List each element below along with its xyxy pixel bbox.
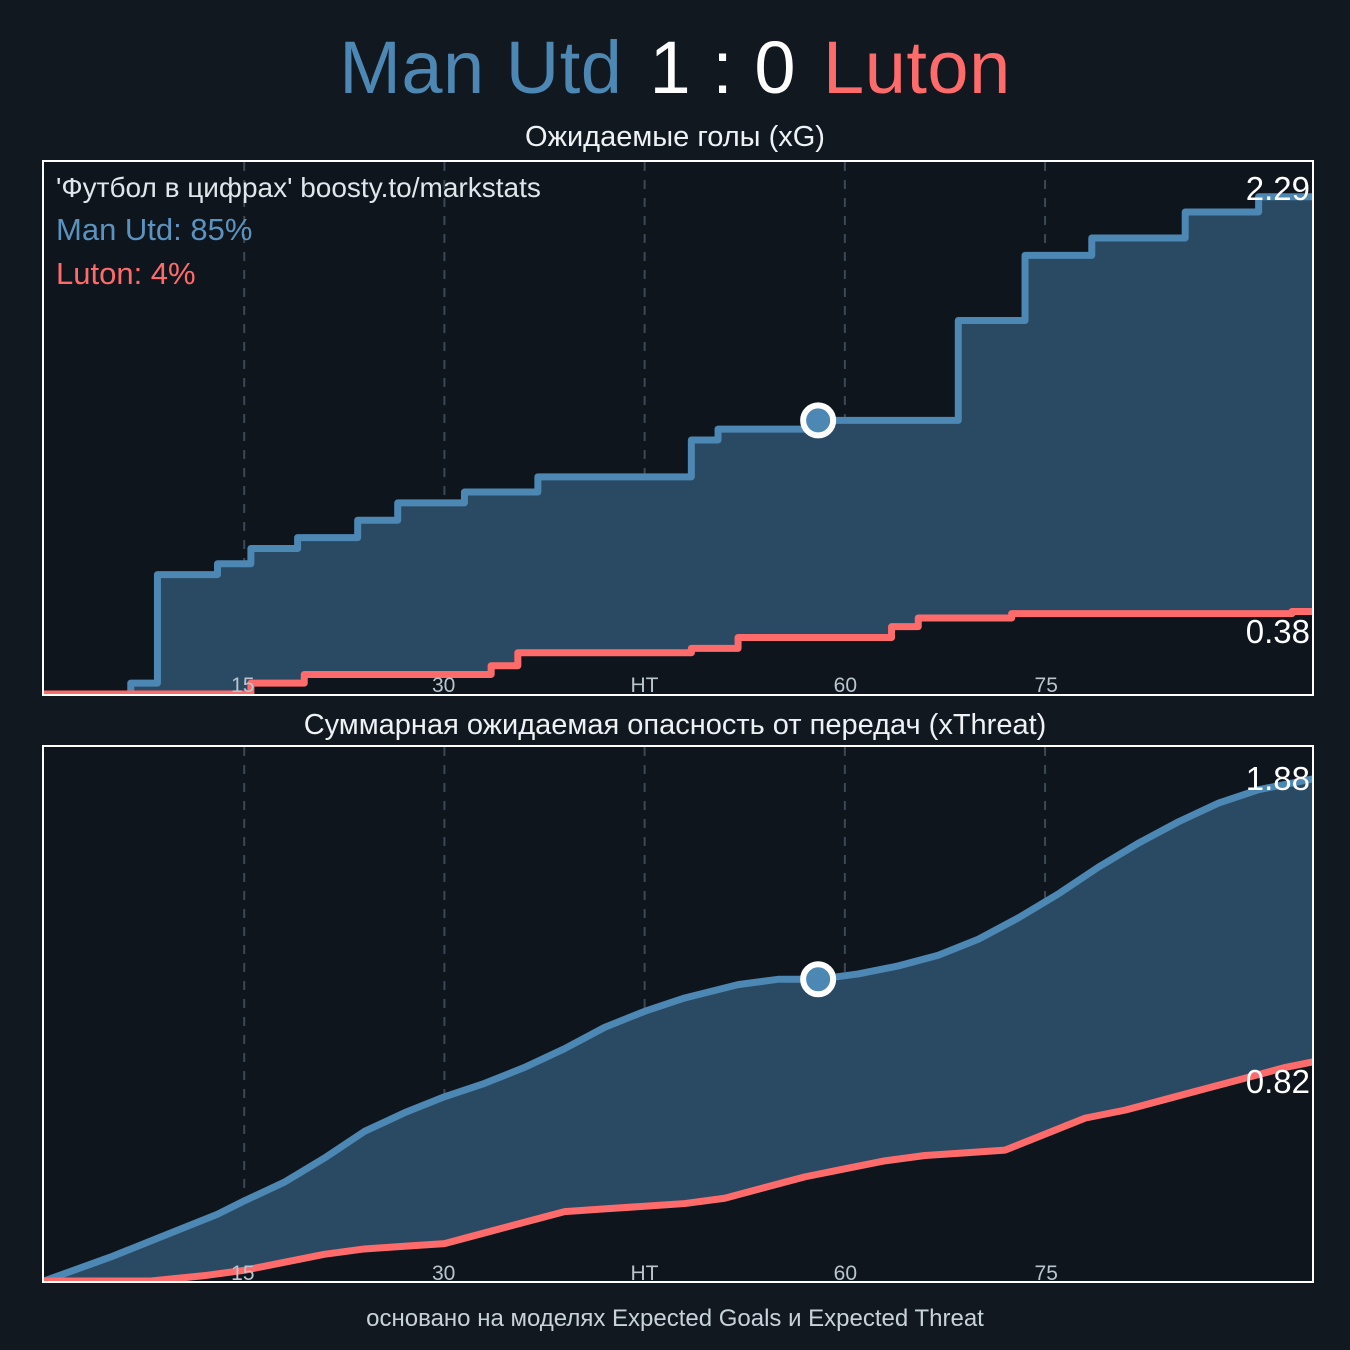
xaxis-tick-30: 30 (431, 1262, 456, 1285)
xthreat-chart-title: Суммарная ожидаемая опасность от передач… (303, 709, 1047, 741)
match-score: 1 : 0 (649, 26, 796, 109)
xg-home-total-label: 2.29 (1245, 170, 1310, 207)
xaxis-tick-60: 60 (833, 1262, 858, 1285)
xaxis-tick-60: 60 (833, 674, 858, 697)
xaxis-tick-75: 75 (1034, 1262, 1058, 1285)
xg-away-total-label: 0.38 (1245, 613, 1310, 650)
xaxis-tick-15: 15 (231, 1262, 255, 1285)
xaxis-tick-15: 15 (231, 674, 255, 697)
xaxis-tick-30: 30 (431, 674, 456, 697)
xg-plot-svg (44, 162, 1312, 694)
xg-chart-title: Ожидаемые голы (xG) (525, 121, 825, 153)
xaxis-tick-ht: HT (630, 674, 659, 697)
away-team-name: Luton (823, 26, 1011, 109)
xg-chart-panel (42, 160, 1314, 696)
xaxis-tick-ht: HT (630, 1262, 659, 1285)
home-team-name: Man Utd (339, 26, 623, 109)
xthreat-chart-panel (42, 745, 1314, 1283)
footnote: основано на моделях Expected Goals и Exp… (366, 1305, 984, 1332)
xthreat-home-total-label: 1.88 (1245, 760, 1310, 797)
xaxis-tick-75: 75 (1034, 674, 1058, 697)
xthreat-away-total-label: 0.82 (1245, 1063, 1310, 1100)
xthreat-plot-svg (44, 747, 1312, 1281)
scoreline: Man Utd 1 : 0 Luton (0, 26, 1350, 110)
